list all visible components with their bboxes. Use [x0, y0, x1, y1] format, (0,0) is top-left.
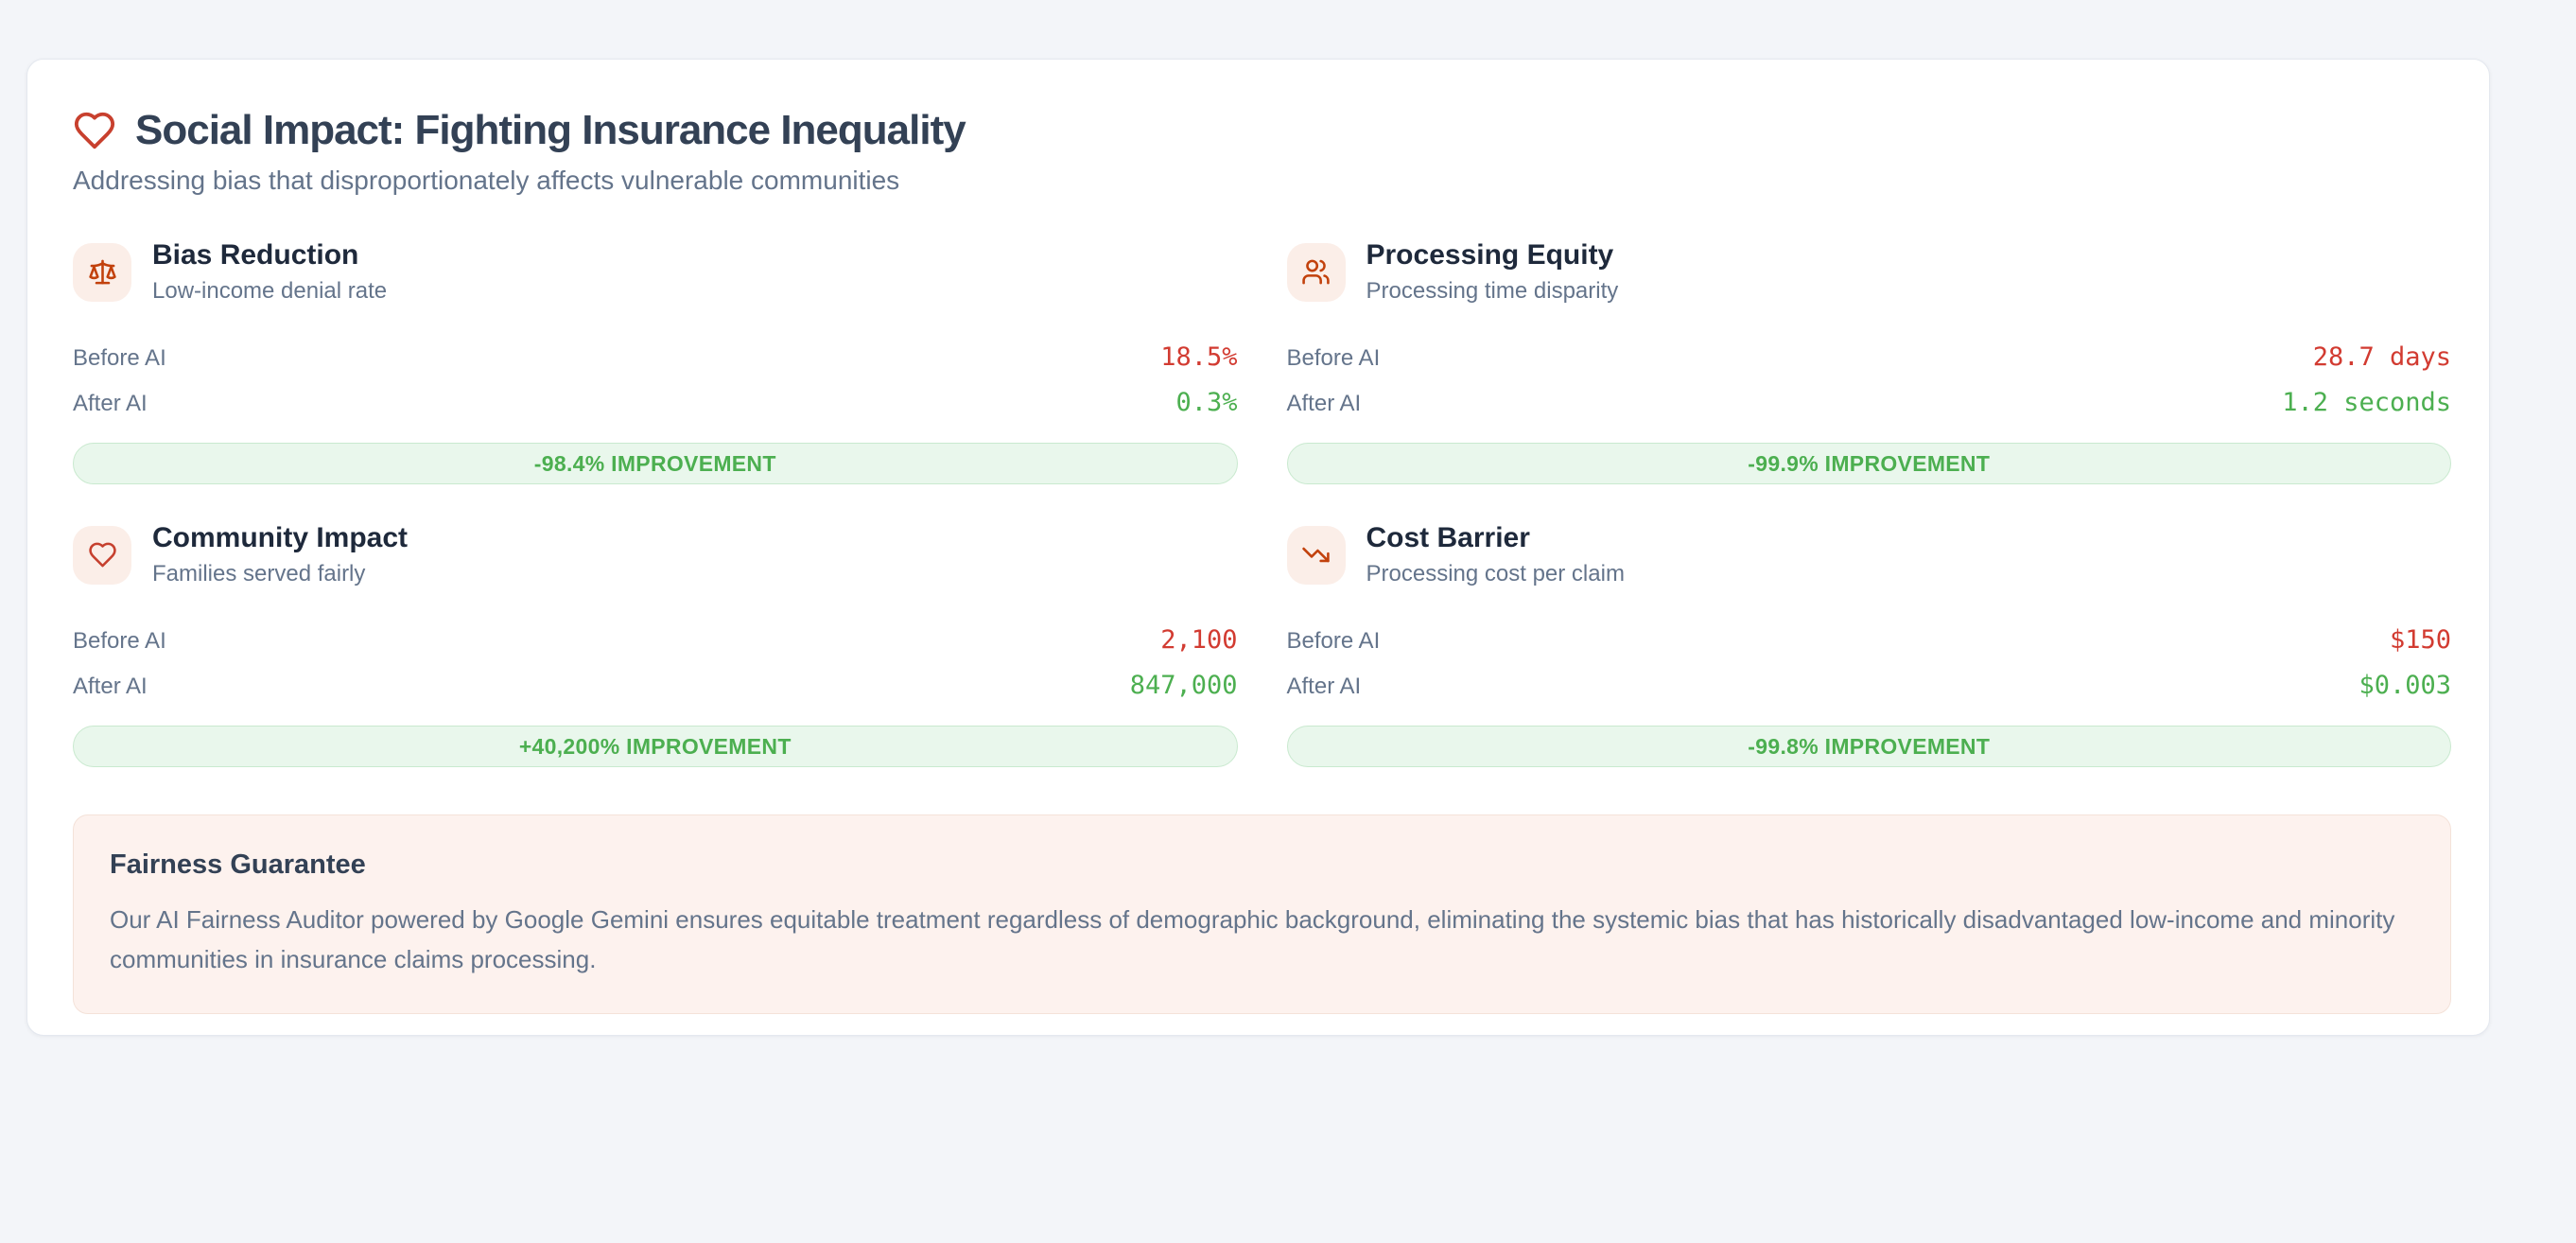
users-icon — [1286, 242, 1346, 302]
metric-header: Community Impact Families served fairly — [73, 522, 1238, 587]
metric-heading-text: Cost Barrier Processing cost per claim — [1366, 522, 1625, 587]
after-label: After AI — [73, 391, 148, 416]
scale-icon — [73, 242, 131, 302]
after-label: After AI — [73, 674, 148, 699]
after-label: After AI — [1286, 391, 1362, 416]
metric-title: Bias Reduction — [152, 239, 359, 271]
metric-header: Bias Reduction Low-income denial rate — [73, 239, 1238, 305]
before-value: 18.5% — [1160, 342, 1238, 372]
fairness-guarantee-panel: Fairness Guarantee Our AI Fairness Audit… — [73, 814, 2451, 1015]
improvement-badge: -99.9% IMPROVEMENT — [1286, 443, 2451, 484]
before-row: Before AI 2,100 — [73, 625, 1238, 655]
before-value: 28.7 days — [2312, 342, 2451, 372]
improvement-badge: -99.8% IMPROVEMENT — [1286, 726, 2451, 767]
metric-title: Cost Barrier — [1366, 522, 1530, 553]
before-label: Before AI — [73, 345, 166, 371]
heart-icon — [74, 112, 115, 149]
metric-card-bias-reduction: Bias Reduction Low-income denial rate Be… — [73, 239, 1238, 484]
before-value: $150 — [2389, 625, 2451, 655]
before-value: 2,100 — [1160, 625, 1238, 655]
metric-subtitle: Low-income denial rate — [152, 278, 388, 304]
page-title: Social Impact: Fighting Insurance Inequa… — [135, 107, 966, 153]
heart-icon — [73, 525, 131, 585]
before-row: Before AI 18.5% — [73, 342, 1238, 372]
metric-card-cost-barrier: Cost Barrier Processing cost per claim B… — [1286, 522, 2452, 767]
metric-header: Processing Equity Processing time dispar… — [1286, 239, 2452, 305]
metric-subtitle: Processing cost per claim — [1366, 561, 1625, 586]
improvement-badge: +40,200% IMPROVEMENT — [73, 726, 1238, 767]
metric-card-community-impact: Community Impact Families served fairly … — [73, 522, 1238, 767]
fairness-title: Fairness Guarantee — [110, 849, 366, 880]
fairness-body: Our AI Fairness Auditor powered by Googl… — [110, 905, 2395, 974]
after-value: 0.3% — [1175, 388, 1238, 417]
before-row: Before AI $150 — [1287, 625, 2452, 655]
metric-subtitle: Families served fairly — [152, 561, 366, 586]
trending-down-icon — [1286, 525, 1346, 585]
after-row: After AI 1.2 seconds — [1287, 388, 2452, 417]
metric-title: Community Impact — [152, 522, 409, 553]
before-label: Before AI — [73, 628, 166, 654]
after-row: After AI 847,000 — [73, 671, 1238, 700]
before-label: Before AI — [1286, 628, 1381, 654]
improvement-badge: -98.4% IMPROVEMENT — [73, 443, 1238, 484]
page-subtitle: Addressing bias that disproportionately … — [73, 166, 900, 195]
metric-card-processing-equity: Processing Equity Processing time dispar… — [1286, 239, 2452, 484]
metrics-grid: Bias Reduction Low-income denial rate Be… — [73, 239, 2451, 767]
before-row: Before AI 28.7 days — [1287, 342, 2452, 372]
metric-title: Processing Equity — [1366, 239, 1614, 271]
metric-heading-text: Processing Equity Processing time dispar… — [1366, 239, 1619, 305]
after-value: $0.003 — [2358, 671, 2451, 700]
after-row: After AI $0.003 — [1287, 671, 2452, 700]
before-label: Before AI — [1286, 345, 1381, 371]
metric-header: Cost Barrier Processing cost per claim — [1286, 522, 2452, 587]
metric-heading-text: Bias Reduction Low-income denial rate — [152, 239, 387, 305]
metric-subtitle: Processing time disparity — [1366, 278, 1619, 304]
page-header: Social Impact: Fighting Insurance Inequa… — [73, 107, 2451, 154]
after-row: After AI 0.3% — [73, 388, 1238, 417]
social-impact-panel: Social Impact: Fighting Insurance Inequa… — [26, 59, 2490, 1036]
metric-heading-text: Community Impact Families served fairly — [152, 522, 408, 587]
after-label: After AI — [1286, 674, 1362, 699]
after-value: 1.2 seconds — [2282, 388, 2451, 417]
after-value: 847,000 — [1129, 671, 1238, 700]
